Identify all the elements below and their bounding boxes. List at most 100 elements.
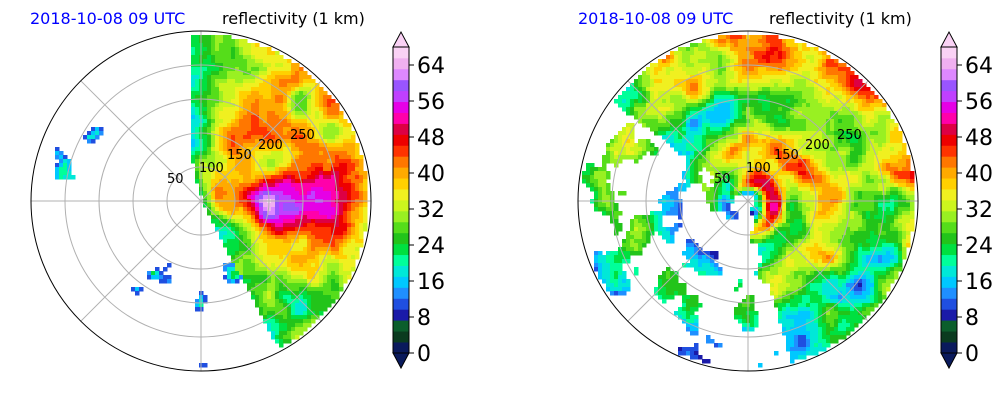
- colorbar-swatch: [941, 287, 957, 299]
- colorbar-swatch: [941, 47, 957, 59]
- cbarB-swatches: [941, 47, 957, 354]
- colorbar-swatch: [393, 320, 409, 332]
- colorbar-swatch: [941, 112, 957, 124]
- colorbar-b: 0 8 16 24 32 40 48 56 64: [940, 30, 993, 370]
- colorbar-swatch: [941, 134, 957, 146]
- colorbar-a: 0 8 16 24 32 40 48 56 64: [392, 30, 445, 370]
- colorbar-b-tick-40: 40: [965, 162, 993, 187]
- colorbar-swatch: [393, 178, 409, 190]
- colorbar-swatch: [941, 178, 957, 190]
- colorbar-swatch: [941, 57, 957, 70]
- colorbar-a-tick-64: 64: [417, 54, 445, 79]
- panel-a-range-label-50: 50: [167, 172, 184, 187]
- colorbar-b-tick-8: 8: [965, 306, 979, 331]
- colorbar-swatch: [393, 134, 409, 146]
- colorbar-frame: [392, 46, 410, 354]
- colorbar-b-tick-64: 64: [965, 54, 993, 79]
- colorbar-swatch: [941, 156, 957, 168]
- colorbar-b-tick-24: 24: [965, 234, 993, 259]
- panel-b-range-label-100: 100: [746, 161, 771, 176]
- colorbar-swatch: [393, 189, 409, 201]
- panel-b-range-label-200: 200: [805, 138, 830, 153]
- colorbar-swatch: [941, 200, 957, 212]
- colorbar-a-tick-16: 16: [417, 270, 445, 295]
- colorbar-swatch: [393, 243, 409, 256]
- colorbar-swatch: [941, 189, 957, 201]
- panel-a-field-title: reflectivity (1 km): [222, 9, 365, 28]
- colorbar-a-tick-8: 8: [417, 306, 431, 331]
- colorbar-swatch: [393, 145, 409, 157]
- colorbar-swatch: [393, 210, 409, 223]
- colorbar-swatch: [393, 101, 409, 113]
- colorbar-swatch: [393, 287, 409, 299]
- panel-a-range-label-150: 150: [227, 148, 252, 163]
- colorbar-b-tick-48: 48: [965, 126, 993, 151]
- colorbar-swatch: [393, 68, 409, 81]
- colorbar-swatch: [393, 156, 409, 168]
- panel-b-range-grid: [578, 31, 918, 371]
- panel-a-range-labels: 50 100 150 200 250: [167, 128, 315, 187]
- colorbar-swatch: [393, 90, 409, 103]
- colorbar-swatch: [393, 200, 409, 212]
- colorbar-a-tick-24: 24: [417, 234, 445, 259]
- panel-a-range-label-200: 200: [258, 138, 283, 153]
- colorbar-swatch: [393, 342, 409, 354]
- colorbar-swatch: [941, 68, 957, 81]
- colorbar-swatch: [941, 123, 957, 135]
- panel-a-range-label-250: 250: [290, 128, 315, 143]
- panel-b-field-title: reflectivity (1 km): [769, 9, 912, 28]
- colorbar-swatch: [941, 145, 957, 157]
- colorbar-swatch: [393, 265, 409, 277]
- panel-b-time-title: 2018-10-08 09 UTC: [578, 9, 733, 28]
- colorbar-a-tick-56: 56: [417, 90, 445, 115]
- colorbar-swatch: [941, 79, 957, 92]
- colorbar-swatch: [393, 232, 409, 245]
- panel-b-range-labels: 50 100 150 200 250: [714, 128, 862, 187]
- colorbar-swatch: [941, 331, 957, 343]
- colorbar-swatch: [393, 221, 409, 234]
- panel-a-range-label-100: 100: [199, 161, 224, 176]
- colorbar-swatch: [941, 243, 957, 256]
- colorbar-b-tick-16: 16: [965, 270, 993, 295]
- colorbar-swatch: [393, 254, 409, 266]
- colorbar-swatch: [393, 309, 409, 321]
- colorbar-frame: [940, 46, 958, 354]
- colorbar-swatch: [393, 47, 409, 59]
- panel-a: 2018-10-08 09 UTC reflectivity (1 km) 50…: [30, 9, 372, 372]
- panel-b: 2018-10-08 09 UTC reflectivity (1 km) 50…: [577, 9, 919, 372]
- colorbar-b-tick-32: 32: [965, 198, 993, 223]
- colorbar-swatch: [941, 210, 957, 223]
- colorbar-swatch: [393, 112, 409, 124]
- colorbar-swatch: [941, 254, 957, 266]
- colorbar-swatch: [393, 298, 409, 310]
- colorbar-extend-min: [940, 352, 958, 370]
- panel-b-range-label-50: 50: [714, 172, 731, 187]
- panel-b-range-label-250: 250: [837, 128, 862, 143]
- colorbar-swatch: [393, 331, 409, 343]
- panel-a-time-title: 2018-10-08 09 UTC: [30, 9, 185, 28]
- colorbar-swatch: [393, 276, 409, 288]
- colorbar-swatch: [393, 79, 409, 92]
- colorbar-swatch: [393, 167, 409, 179]
- colorbar-a-tick-40: 40: [417, 162, 445, 187]
- colorbar-swatch: [393, 123, 409, 135]
- colorbar-extend-min: [392, 352, 410, 370]
- colorbar-extend-max: [392, 30, 410, 48]
- panel-a-map-boundary: [30, 30, 372, 372]
- colorbar-a-tick-0: 0: [417, 342, 431, 367]
- colorbar-swatch: [941, 265, 957, 277]
- colorbar-swatch: [941, 276, 957, 288]
- colorbar-b-tick-56: 56: [965, 90, 993, 115]
- colorbar-a-tick-32: 32: [417, 198, 445, 223]
- colorbar-swatch: [393, 57, 409, 70]
- colorbar-extend-max: [940, 30, 958, 48]
- colorbar-swatch: [941, 167, 957, 179]
- panel-b-map-boundary: [577, 30, 919, 372]
- colorbar-swatch: [941, 320, 957, 332]
- colorbar-swatch: [941, 90, 957, 103]
- colorbar-swatch: [941, 221, 957, 234]
- colorbar-b-tick-0: 0: [965, 342, 979, 367]
- colorbar-swatch: [941, 101, 957, 113]
- panel-b-range-label-150: 150: [774, 148, 799, 163]
